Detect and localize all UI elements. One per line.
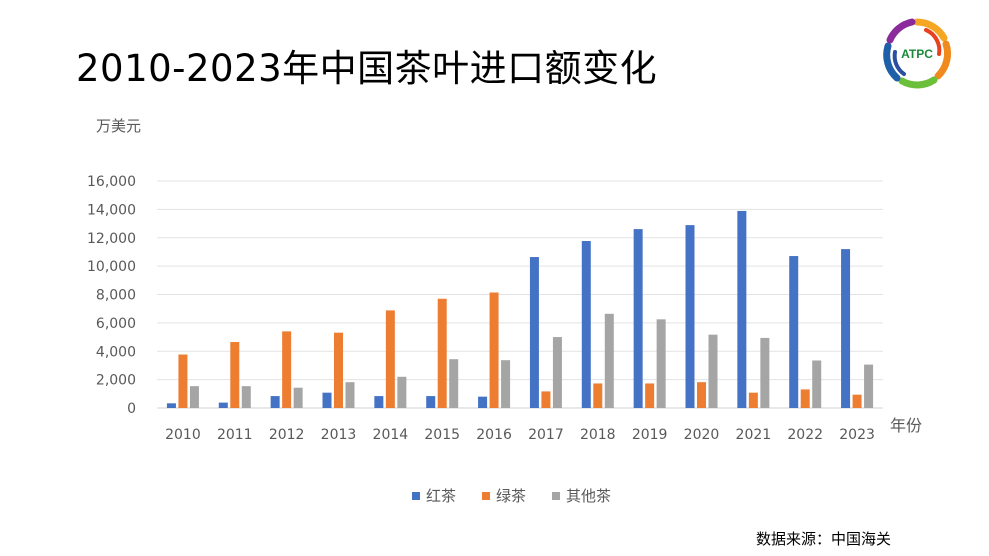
bar-绿茶-2014: [385, 310, 395, 408]
x-tick-label: 2015: [424, 427, 460, 443]
bar-其他茶-2017: [552, 337, 562, 408]
x-tick-label: 2022: [787, 427, 823, 443]
page-title: 2010-2023年中国茶叶进口额变化: [76, 47, 658, 90]
bar-其他茶-2011: [241, 386, 251, 408]
x-tick-label: 2018: [580, 427, 616, 443]
x-axis-label: 年份: [890, 416, 923, 435]
legend-item-green-tea: 绿茶: [482, 485, 526, 506]
bar-其他茶-2015: [449, 359, 459, 408]
legend-label: 绿茶: [496, 487, 527, 505]
bar-绿茶-2010: [178, 354, 188, 408]
x-tick-label: 2012: [269, 427, 305, 443]
bar-其他茶-2022: [812, 360, 822, 408]
bar-绿茶-2016: [489, 292, 499, 408]
y-axis-label: 万美元: [96, 117, 142, 135]
bar-绿茶-2011: [230, 342, 240, 408]
y-tick-label: 10,000: [87, 259, 136, 275]
bar-绿茶-2019: [645, 383, 655, 408]
x-tick-label: 2016: [476, 427, 512, 443]
x-tick-label: 2017: [528, 427, 564, 443]
bar-其他茶-2012: [293, 387, 303, 408]
bar-其他茶-2018: [604, 313, 614, 408]
y-tick-label: 4,000: [96, 344, 136, 360]
bar-其他茶-2021: [760, 337, 770, 408]
bar-绿茶-2017: [541, 391, 551, 408]
bar-绿茶-2020: [697, 382, 706, 408]
legend-swatch: [552, 491, 561, 500]
x-tick-label: 2021: [736, 427, 772, 443]
bar-其他茶-2019: [656, 319, 666, 408]
bar-红茶-2023: [841, 249, 851, 408]
y-tick-label: 0: [127, 401, 136, 417]
y-tick-label: 16,000: [87, 174, 136, 190]
bar-其他茶-2023: [864, 364, 874, 408]
y-tick-label: 6,000: [96, 316, 136, 332]
data-source: 数据来源：中国海关: [756, 530, 892, 548]
bar-绿茶-2012: [282, 331, 292, 408]
x-tick-label: 2020: [684, 427, 720, 443]
logo-text: ATPC: [901, 47, 933, 61]
bar-红茶-2016: [478, 396, 488, 408]
legend: 红茶 绿茶 其他茶: [412, 485, 611, 506]
bar-绿茶-2015: [437, 298, 447, 408]
bar-红茶-2014: [374, 396, 384, 408]
bar-绿茶-2021: [748, 392, 758, 408]
legend-item-other-tea: 其他茶: [552, 485, 611, 506]
bar-红茶-2010: [166, 403, 176, 408]
bar-其他茶-2010: [189, 386, 199, 408]
bar-红茶-2012: [270, 396, 280, 408]
bar-绿茶-2018: [593, 383, 603, 408]
bar-其他茶-2014: [397, 376, 407, 408]
legend-swatch: [482, 491, 491, 500]
x-tick-label: 2011: [217, 427, 253, 443]
x-tick-label: 2023: [839, 427, 875, 443]
legend-swatch: [412, 491, 420, 500]
legend-item-black-tea: 红茶: [412, 485, 456, 506]
y-tick-label: 8,000: [96, 288, 136, 304]
bar-红茶-2017: [529, 257, 539, 408]
bar-红茶-2015: [426, 396, 436, 408]
bar-红茶-2013: [322, 392, 332, 408]
bar-红茶-2018: [581, 241, 591, 408]
atpc-logo: ATPC: [883, 18, 952, 89]
x-tick-label: 2019: [632, 427, 668, 443]
x-tick-label: 2014: [373, 427, 409, 443]
y-tick-label: 2,000: [96, 373, 136, 389]
bar-红茶-2020: [685, 225, 695, 408]
y-tick-label: 14,000: [87, 202, 136, 218]
x-tick-label: 2010: [165, 427, 201, 443]
bar-红茶-2021: [737, 210, 747, 408]
bar-红茶-2011: [218, 402, 228, 408]
bar-红茶-2022: [789, 256, 799, 408]
bar-其他茶-2013: [345, 382, 355, 408]
bar-红茶-2019: [633, 229, 643, 408]
bar-绿茶-2013: [334, 332, 343, 408]
bar-绿茶-2023: [852, 394, 862, 408]
y-tick-label: 12,000: [87, 231, 136, 247]
bar-其他茶-2020: [708, 334, 718, 408]
bar-其他茶-2016: [501, 360, 511, 408]
legend-label: 其他茶: [566, 487, 612, 505]
bar-绿茶-2022: [800, 389, 810, 408]
x-tick-label: 2013: [321, 427, 357, 443]
legend-label: 红茶: [426, 487, 457, 505]
